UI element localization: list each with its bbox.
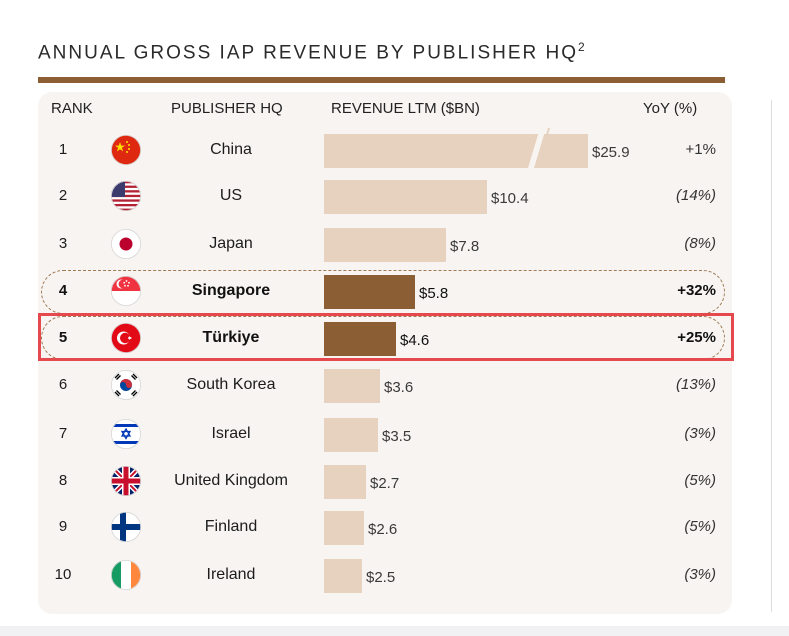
table-row: 6 South Korea $3.6 (13%)	[0, 365, 789, 405]
rank-label: 7	[58, 425, 68, 442]
rank-label: 5	[58, 329, 68, 346]
revenue-bar	[324, 559, 362, 593]
country-label: Türkiye	[202, 329, 260, 346]
table-row: 5 Türkiye $4.6 +25%	[0, 318, 789, 358]
rank-label: 2	[58, 187, 68, 204]
yoy-value-label: +32%	[677, 282, 716, 299]
revenue-value-label: $3.5	[382, 428, 412, 445]
rank-label: 1	[58, 141, 68, 158]
revenue-bar	[324, 465, 366, 499]
revenue-bar	[324, 322, 396, 356]
revenue-value-label: $2.5	[366, 569, 396, 586]
rank-label: 3	[58, 235, 68, 252]
table-row: 9 Finland $2.6 (5%)	[0, 507, 789, 547]
table-row: 2 US $10.4 (14%)	[0, 176, 789, 216]
chart-title: ANNUAL GROSS IAP REVENUE BY PUBLISHER HQ…	[38, 40, 585, 64]
israel-flag-icon	[111, 419, 141, 449]
revenue-bar	[324, 511, 364, 545]
revenue-value-label: $5.8	[419, 285, 449, 302]
yoy-value-label: (3%)	[684, 425, 716, 442]
country-label: Singapore	[191, 282, 271, 299]
rank-label: 4	[58, 282, 68, 299]
selection-outline[interactable]	[38, 313, 734, 361]
header-publisher-hq: PUBLISHER HQ	[171, 100, 283, 117]
uk-flag-icon	[111, 466, 141, 496]
yoy-value-label: (5%)	[684, 472, 716, 489]
country-label: Ireland	[206, 566, 256, 583]
country-label: US	[219, 187, 243, 204]
yoy-value-label: (14%)	[675, 187, 716, 204]
table-row: 4 Singapore $5.8 +32%	[0, 271, 789, 311]
yoy-value-label: (3%)	[684, 566, 716, 583]
yoy-value-label: (13%)	[675, 376, 716, 393]
country-label: Israel	[211, 425, 251, 442]
yoy-value-label: (8%)	[684, 235, 716, 252]
ireland-flag-icon	[111, 560, 141, 590]
table-row: 10 Ireland $2.5 (3%)	[0, 555, 789, 595]
rank-label: 10	[54, 566, 72, 583]
revenue-bar	[324, 134, 588, 168]
table-row: 1 China $25.9 +1%	[0, 130, 789, 170]
country-label: China	[210, 141, 252, 158]
revenue-bar	[324, 228, 446, 262]
rank-label: 8	[58, 472, 68, 489]
singapore-flag-icon	[111, 276, 141, 306]
turkiye-flag-icon	[111, 323, 141, 353]
title-rule	[38, 77, 725, 83]
yoy-value-label: (5%)	[684, 518, 716, 535]
rank-label: 6	[58, 376, 68, 393]
revenue-value-label: $2.6	[368, 521, 398, 538]
yoy-value-label: +1%	[685, 141, 716, 158]
page-divider	[771, 100, 772, 612]
revenue-bar	[324, 275, 415, 309]
revenue-value-label: $25.9	[592, 144, 630, 161]
country-label: United Kingdom	[174, 472, 288, 489]
finland-flag-icon	[111, 512, 141, 542]
table-row: 3 Japan $7.8 (8%)	[0, 224, 789, 264]
title-footnote-marker: 2	[578, 40, 585, 54]
country-label: Finland	[204, 518, 258, 535]
revenue-value-label: $10.4	[491, 190, 529, 207]
revenue-bar	[324, 180, 487, 214]
table-row: 8 United Kingdom $2.7 (5%)	[0, 461, 789, 501]
revenue-value-label: $4.6	[400, 332, 430, 349]
country-label: South Korea	[186, 376, 276, 393]
revenue-value-label: $7.8	[450, 238, 480, 255]
japan-flag-icon	[111, 229, 141, 259]
south-korea-flag-icon	[111, 370, 141, 400]
us-flag-icon	[111, 181, 141, 211]
header-rank: RANK	[51, 100, 93, 117]
revenue-value-label: $3.6	[384, 379, 414, 396]
revenue-bar	[324, 369, 380, 403]
country-label: Japan	[209, 235, 253, 252]
page-bottom-strip	[0, 626, 789, 636]
china-flag-icon	[111, 135, 141, 165]
header-revenue: REVENUE LTM ($BN)	[331, 100, 480, 117]
yoy-value-label: +25%	[677, 329, 716, 346]
revenue-value-label: $2.7	[370, 475, 400, 492]
header-yoy: YoY (%)	[643, 100, 698, 117]
axis-break-icon	[528, 128, 550, 168]
table-row: 7 Israel $3.5 (3%)	[0, 414, 789, 454]
rank-label: 9	[58, 518, 68, 535]
revenue-bar	[324, 418, 378, 452]
